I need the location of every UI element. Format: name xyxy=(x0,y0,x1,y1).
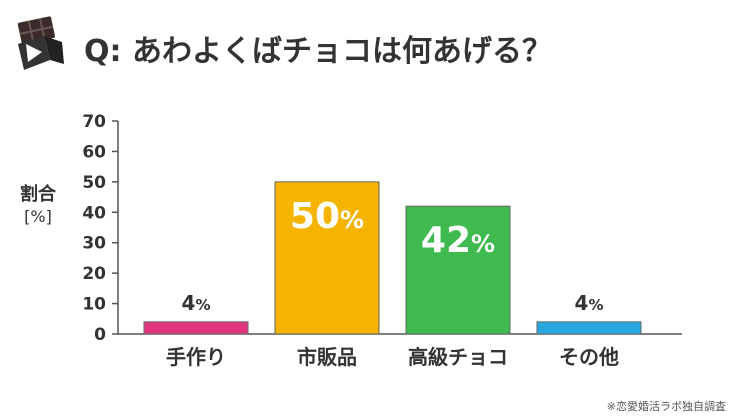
page-title: Q: あわよくばチョコは何あげる？ xyxy=(84,34,552,69)
y-tick-label: 30 xyxy=(82,234,106,254)
y-tick-label: 0 xyxy=(94,325,106,345)
y-axis-unit: [%] xyxy=(24,207,52,226)
y-tick-label: 50 xyxy=(82,173,106,193)
footnote: ※恋愛婚活ラボ独自調査 xyxy=(606,400,726,413)
x-tick-label: 高級チョコ xyxy=(408,345,508,369)
x-tick-label: 市販品 xyxy=(297,345,357,369)
y-tick-label: 20 xyxy=(82,264,106,284)
chocolate-bar-icon xyxy=(17,16,64,70)
bar xyxy=(143,321,249,335)
y-tick-label: 10 xyxy=(82,295,106,315)
bar xyxy=(536,321,642,335)
data-label: 4% xyxy=(182,291,211,315)
bar xyxy=(405,205,511,335)
x-tick-label: 手作り xyxy=(166,345,226,369)
data-label: 42% xyxy=(421,220,495,261)
y-axis-label: 割合 xyxy=(20,184,56,205)
y-tick-label: 60 xyxy=(82,142,106,162)
x-tick-label: その他 xyxy=(559,345,619,369)
y-tick-label: 40 xyxy=(82,203,106,223)
data-label: 4% xyxy=(575,291,604,315)
bar xyxy=(274,181,380,335)
y-tick-label: 70 xyxy=(82,112,106,132)
data-label: 50% xyxy=(290,196,364,237)
title-row: Q: あわよくばチョコは何あげる？ xyxy=(14,14,726,74)
y-axis-title: 割合 [%] xyxy=(18,184,58,228)
